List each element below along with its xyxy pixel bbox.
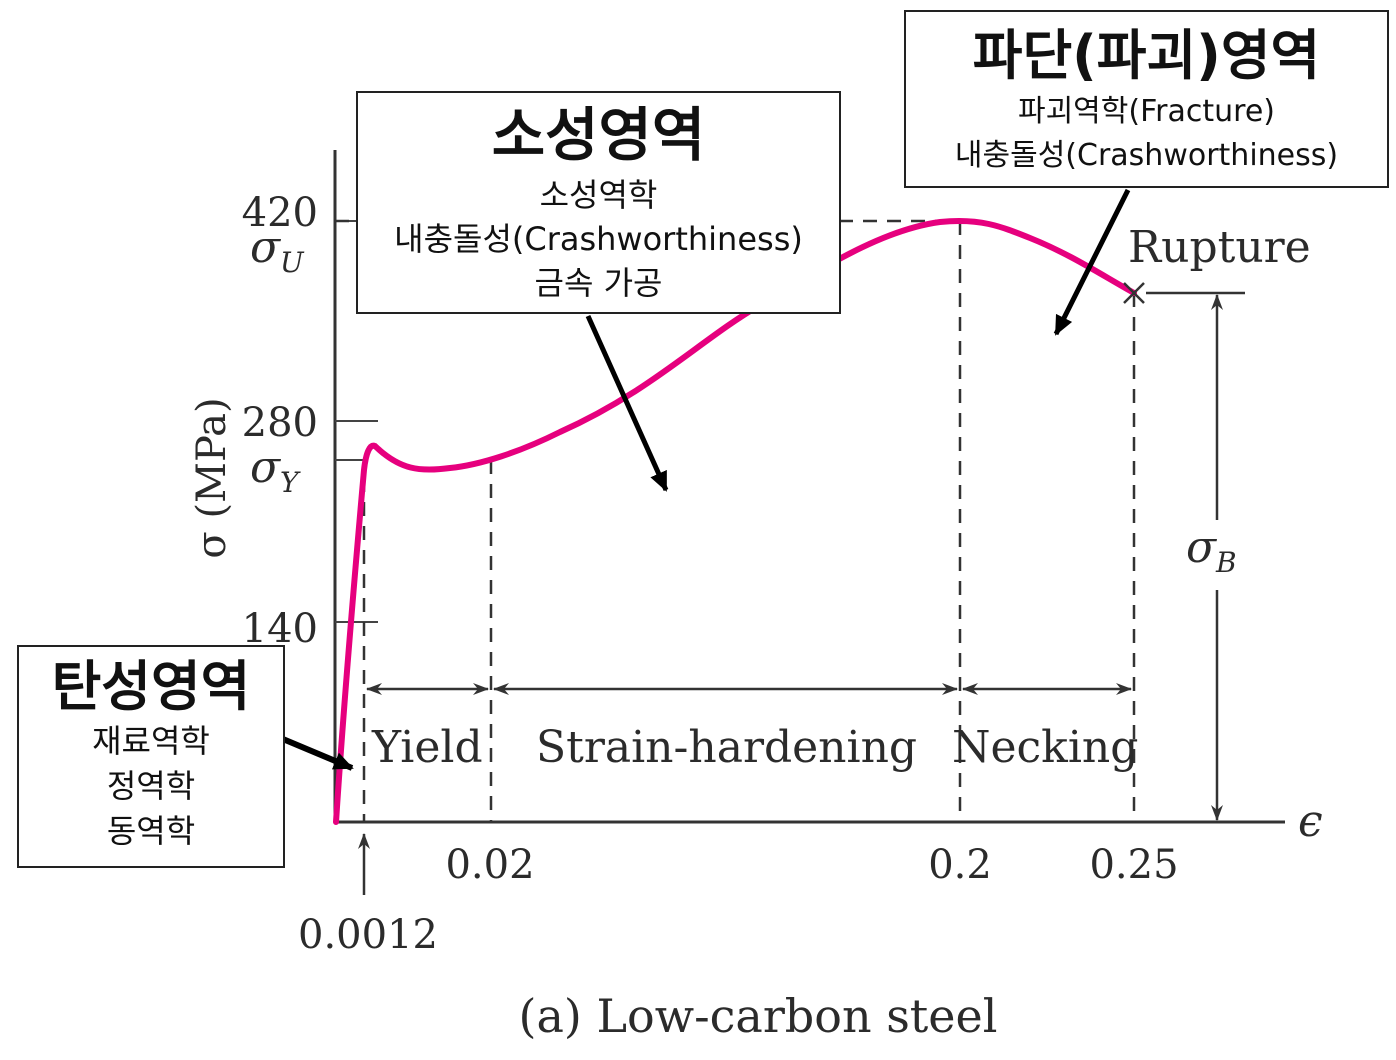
region-label-strain-hardening: Strain-hardening xyxy=(536,722,917,773)
x-axis-label: ϵ xyxy=(1298,796,1323,847)
region-label-necking: Necking xyxy=(952,722,1138,773)
chart-title: (a) Low-carbon steel xyxy=(519,989,998,1043)
elastic-region-title: 탄성영역 xyxy=(51,655,251,718)
x-tick-label-0.0012: 0.0012 xyxy=(298,912,438,958)
plastic-region-item: 금속 가공 xyxy=(534,264,663,302)
plastic-region-item: 소성역학 xyxy=(539,176,658,214)
stress-strain-curve xyxy=(333,217,1137,825)
elastic-region-callout: 탄성영역 재료역학 정역학 동역학 xyxy=(17,645,285,868)
fracture-region-callout: 파단(파괴)영역 파괴역학(Fracture) 내충돌성(Crashworthi… xyxy=(904,10,1389,188)
fracture-region-title: 파단(파괴)영역 xyxy=(972,24,1321,87)
fracture-callout-arrow xyxy=(1053,188,1131,336)
x-tick-label-0.02: 0.02 xyxy=(445,842,534,888)
sigma-y-label: σY xyxy=(250,442,301,499)
plastic-callout-arrow xyxy=(585,314,669,492)
rupture-mark xyxy=(1123,282,1145,304)
y-tick-label-420: 420 xyxy=(242,190,318,236)
x-tick-label-0.2: 0.2 xyxy=(928,842,992,888)
x-tick-label-0.25: 0.25 xyxy=(1089,842,1178,888)
y-tick-label-280: 280 xyxy=(242,400,318,446)
plastic-region-item: 내충돌성(Crashworthiness) xyxy=(394,220,803,258)
elastic-region-item: 정역학 xyxy=(106,767,196,805)
y-tick-label-140: 140 xyxy=(242,606,318,652)
plastic-region-callout: 소성영역 소성역학 내충돌성(Crashworthiness) 금속 가공 xyxy=(356,91,841,314)
plastic-region-title: 소성영역 xyxy=(491,101,706,169)
elastic-region-item: 동역학 xyxy=(106,812,196,850)
y-axis-label: σ (MPa) xyxy=(189,397,235,558)
elastic-region-item: 재료역학 xyxy=(92,722,210,760)
fracture-region-item: 내충돌성(Crashworthiness) xyxy=(954,138,1339,173)
fracture-region-item: 파괴역학(Fracture) xyxy=(1017,94,1275,129)
rupture-label: Rupture xyxy=(1128,222,1311,273)
sigma-u-label: σU xyxy=(250,222,305,279)
sigma-b-label: σB xyxy=(1186,522,1237,579)
region-label-yield: Yield xyxy=(371,722,483,773)
